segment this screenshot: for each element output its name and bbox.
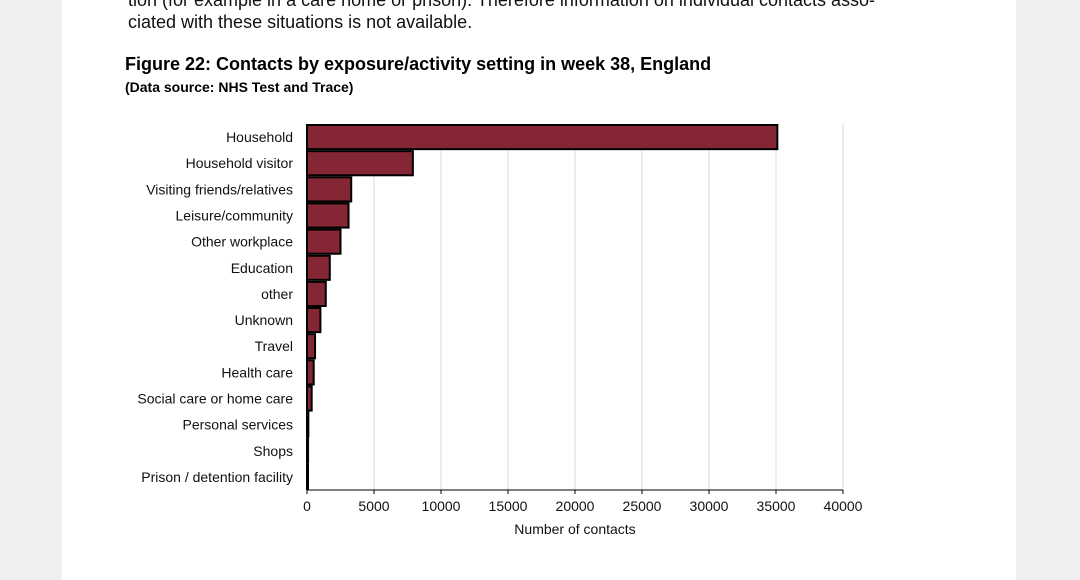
- x-tick-label: 20000: [556, 498, 595, 514]
- bar-health-care: [306, 359, 315, 386]
- bar-other: [306, 280, 327, 308]
- x-tick-label: 35000: [757, 498, 796, 514]
- bars: [306, 124, 779, 491]
- category-label: Health care: [221, 364, 293, 380]
- category-labels: Household Household visitor Visiting frien…: [137, 129, 293, 485]
- x-tick-label: 5000: [358, 498, 389, 514]
- bar-household: [306, 124, 779, 151]
- body-text-line-1: tion (for example in a care home or pris…: [128, 0, 876, 10]
- x-tick-label: 10000: [422, 498, 461, 514]
- bar-leisure-community: [306, 202, 350, 229]
- x-tick-label: 40000: [824, 498, 863, 514]
- category-label: Household visitor: [186, 155, 294, 171]
- category-label: Social care or home care: [137, 391, 293, 407]
- bar-social-care-or-home-care: [306, 385, 313, 412]
- category-label: Unknown: [235, 312, 293, 328]
- category-label: Leisure/community: [176, 208, 294, 224]
- category-label: Other workplace: [191, 234, 293, 250]
- bar-travel: [306, 333, 317, 360]
- axes: [306, 124, 844, 494]
- x-tick-label: 15000: [489, 498, 528, 514]
- category-label: Travel: [255, 338, 293, 354]
- figure-source: (Data source: NHS Test and Trace): [125, 79, 354, 95]
- document-page: tion (for example in a care home or pris…: [62, 0, 1016, 580]
- figure-title: Figure 22: Contacts by exposure/activity…: [125, 54, 712, 74]
- category-label: Visiting friends/relatives: [146, 181, 293, 197]
- category-label: Prison / detention facility: [141, 469, 293, 485]
- category-label: other: [261, 286, 293, 302]
- bar-other-workplace: [306, 228, 342, 255]
- category-label: Education: [231, 260, 293, 276]
- body-text-line-2: ciated with these situations is not avai…: [128, 12, 473, 32]
- tick-labels: 0 5000 10000 15000 20000 25000 30000 35000 40000: [303, 498, 863, 514]
- bar-visiting-friends-relatives: [306, 176, 353, 203]
- bar-education: [306, 254, 331, 281]
- x-tick-label: 30000: [690, 498, 729, 514]
- x-tick-label: 0: [303, 498, 311, 514]
- gridlines: [373, 124, 844, 490]
- category-label: Household: [226, 129, 293, 145]
- bar-household-visitor: [306, 150, 414, 177]
- category-label: Personal services: [183, 417, 294, 433]
- category-label: Shops: [253, 443, 293, 459]
- x-axis-title: Number of contacts: [514, 521, 635, 537]
- bar-unknown: [306, 307, 322, 334]
- x-tick-label: 25000: [623, 498, 662, 514]
